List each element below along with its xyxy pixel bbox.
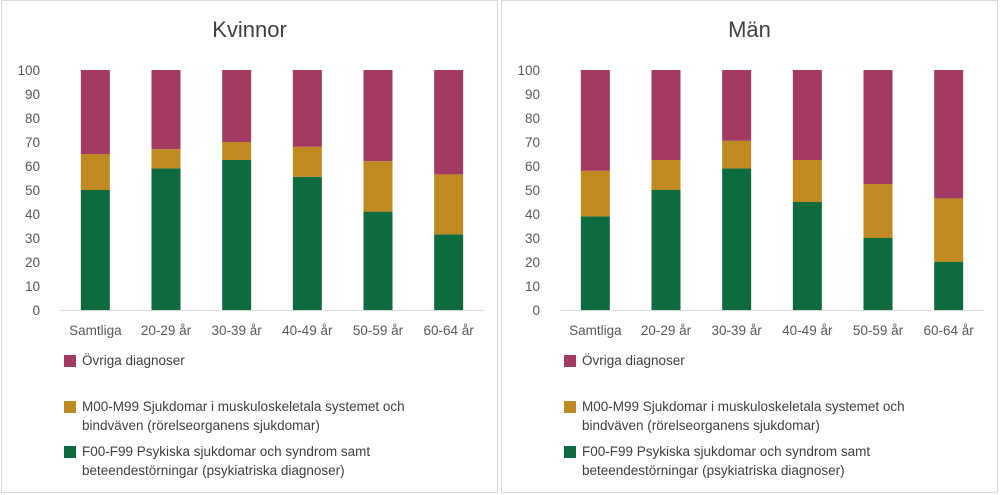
bar-segment-ovriga <box>80 70 110 154</box>
y-tick-label: 30 <box>25 231 40 246</box>
bar-segment-f00 <box>792 202 822 310</box>
y-tick-label: 40 <box>525 207 540 222</box>
legend-label: Övriga diagnoser <box>582 353 685 368</box>
chart-panel-man: Män 0 10 20 30 40 50 60 70 80 90 100 Samtliga 20-29 … <box>501 0 998 493</box>
x-tick-label: 60-64 år <box>424 323 475 338</box>
bar-segment-m00 <box>934 198 964 262</box>
x-tick-label: 50-59 år <box>353 323 404 338</box>
legend-label: M00-M99 Sjukdomar i muskuloskeletala sys… <box>82 399 405 433</box>
bar-segment-f00 <box>651 190 681 310</box>
bar-segment-m00 <box>222 142 252 160</box>
y-tick-label: 90 <box>525 87 540 102</box>
bar-segment-m00 <box>722 140 752 169</box>
x-tick-label: 20-29 år <box>141 323 192 338</box>
bar-segment-ovriga <box>792 70 822 160</box>
stacked-bar-plot: 0 10 20 30 40 50 60 70 80 90 100 Samtliga 20-29 år 30… <box>17 63 484 338</box>
legend-label: Övriga diagnoser <box>82 353 185 368</box>
chart-panel-kvinnor: Kvinnor 0 10 20 30 40 50 60 70 80 90 100 Samtliga 20… <box>1 0 498 493</box>
bar-segment-f00 <box>934 262 964 310</box>
y-tick-label: 10 <box>525 279 540 294</box>
bar-segment-m00 <box>434 174 464 235</box>
legend-item-m00: M00-M99 Sjukdomar i muskuloskeletala sys… <box>64 397 464 435</box>
y-tick-label: 80 <box>525 111 540 126</box>
legend-label: F00-F99 Psykiska sjukdomar och syndrom s… <box>582 444 871 478</box>
y-tick-label: 50 <box>25 183 40 198</box>
y-tick-label: 90 <box>25 87 40 102</box>
y-tick-label: 40 <box>25 207 40 222</box>
y-tick-label: 70 <box>25 135 40 150</box>
bar-segment-ovriga <box>363 70 393 162</box>
legend-label: F00-F99 Psykiska sjukdomar och syndrom s… <box>82 444 371 478</box>
legend-swatch-m00 <box>64 401 76 413</box>
bar-segment-f00 <box>151 168 181 310</box>
bar-segment-m00 <box>80 154 110 190</box>
bar-segment-f00 <box>363 211 393 310</box>
legend-item-ovriga: Övriga diagnoser <box>64 351 464 370</box>
legend-swatch-m00 <box>564 401 576 413</box>
bar-segment-f00 <box>580 216 610 310</box>
x-tick-label: 30-39 år <box>212 323 263 338</box>
chart-title: Män <box>728 17 771 42</box>
y-tick-label: 0 <box>532 303 540 318</box>
bar-segment-ovriga <box>651 70 681 160</box>
y-tick-label: 70 <box>525 135 540 150</box>
x-tick-label: 50-59 år <box>853 323 904 338</box>
x-tick-label: 20-29 år <box>641 323 692 338</box>
x-tick-label: Samtliga <box>69 323 122 338</box>
bar-segment-ovriga <box>934 70 964 199</box>
x-tick-label: Samtliga <box>569 323 622 338</box>
y-tick-label: 10 <box>25 279 40 294</box>
bar-segment-ovriga <box>222 70 252 142</box>
bar-segment-ovriga <box>151 70 181 150</box>
legend-swatch-ovriga <box>564 355 576 367</box>
bar-segment-m00 <box>651 160 681 190</box>
y-tick-label: 30 <box>525 231 540 246</box>
x-tick-label: 40-49 år <box>282 323 333 338</box>
legend-label: M00-M99 Sjukdomar i muskuloskeletala sys… <box>582 399 905 433</box>
bar-segment-ovriga <box>863 70 893 184</box>
legend-item-f00: F00-F99 Psykiska sjukdomar och syndrom s… <box>564 442 964 480</box>
y-tick-label: 20 <box>525 255 540 270</box>
bar-segment-ovriga <box>722 70 752 141</box>
legend-item-f00: F00-F99 Psykiska sjukdomar och syndrom s… <box>64 442 464 480</box>
bar-segment-m00 <box>151 149 181 169</box>
bar-segment-f00 <box>722 168 752 310</box>
legend-item-m00: M00-M99 Sjukdomar i muskuloskeletala sys… <box>564 397 964 435</box>
bar-segment-m00 <box>363 161 393 212</box>
y-tick-label: 0 <box>32 303 40 318</box>
bar-segment-f00 <box>863 238 893 310</box>
bar-segment-ovriga <box>580 70 610 171</box>
y-tick-label: 80 <box>25 111 40 126</box>
y-tick-label: 20 <box>25 255 40 270</box>
bar-segment-ovriga <box>434 70 464 175</box>
bar-segment-m00 <box>580 170 610 217</box>
bar-segment-f00 <box>434 234 464 310</box>
y-tick-label: 100 <box>17 63 40 78</box>
bar-segment-m00 <box>863 184 893 238</box>
bar-segment-m00 <box>292 146 322 177</box>
x-tick-label: 30-39 år <box>712 323 763 338</box>
legend-swatch-ovriga <box>64 355 76 367</box>
bar-segment-f00 <box>80 190 110 310</box>
legend-swatch-f00 <box>564 446 576 458</box>
bar-segment-ovriga <box>292 70 322 147</box>
x-tick-label: 60-64 år <box>924 323 975 338</box>
stacked-bar-plot: 0 10 20 30 40 50 60 70 80 90 100 Samtliga 20-29 år 30… <box>517 63 984 338</box>
bar-segment-f00 <box>292 176 322 310</box>
y-tick-label: 100 <box>517 63 540 78</box>
bar-segment-m00 <box>792 160 822 202</box>
y-tick-label: 60 <box>525 159 540 174</box>
y-tick-label: 50 <box>525 183 540 198</box>
y-tick-label: 60 <box>25 159 40 174</box>
bar-segment-f00 <box>222 160 252 310</box>
x-tick-label: 40-49 år <box>782 323 833 338</box>
legend-item-ovriga: Övriga diagnoser <box>564 351 964 370</box>
chart-title: Kvinnor <box>212 17 287 42</box>
legend-swatch-f00 <box>64 446 76 458</box>
